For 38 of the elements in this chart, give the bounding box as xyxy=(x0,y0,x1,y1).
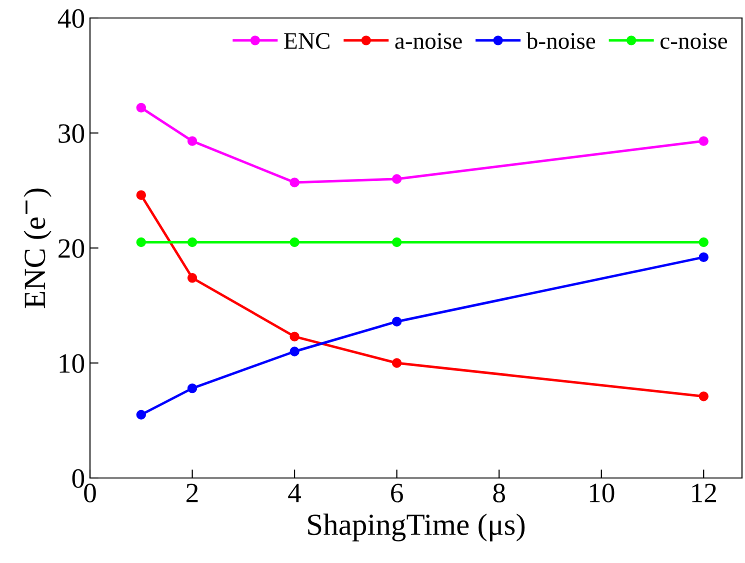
point xyxy=(187,237,198,248)
point xyxy=(698,391,709,402)
point xyxy=(290,178,300,188)
legend-label: a-noise xyxy=(395,33,462,49)
point xyxy=(136,190,146,200)
x-tick-label: 12 xyxy=(692,484,716,502)
point xyxy=(392,358,402,368)
point xyxy=(136,237,146,248)
x-tick-label: 0 xyxy=(84,484,96,502)
y-tick-label: 30 xyxy=(58,124,84,143)
point xyxy=(698,252,709,262)
x-tick-label: 8 xyxy=(493,484,505,502)
y-tick-label: 0 xyxy=(72,469,84,488)
point xyxy=(187,136,198,146)
y-axis-title: ENC (e$^{−}$) xyxy=(24,188,52,308)
y-tick-label: 20 xyxy=(58,239,84,258)
point xyxy=(392,174,402,184)
x-tick-label: 2 xyxy=(186,484,198,502)
point xyxy=(136,410,146,420)
y-tick-label: 40 xyxy=(58,9,84,28)
x-axis-title: ShapingTime (μs) xyxy=(308,514,525,542)
point xyxy=(187,273,198,283)
point xyxy=(187,383,198,394)
point xyxy=(698,136,709,146)
point xyxy=(698,237,709,248)
point xyxy=(136,102,146,113)
legend-label: ENC xyxy=(284,33,330,49)
legend-label: b-noise xyxy=(526,32,596,49)
y-tick-label: 10 xyxy=(60,354,84,373)
x-tick-label: 4 xyxy=(288,484,302,502)
point xyxy=(290,237,300,248)
point xyxy=(392,237,402,248)
legend-label: c-noise xyxy=(660,33,728,49)
point xyxy=(290,346,300,356)
point xyxy=(290,332,300,342)
x-tick-label: 6 xyxy=(391,484,403,502)
x-tick-label: 10 xyxy=(590,484,614,502)
point xyxy=(392,316,402,326)
